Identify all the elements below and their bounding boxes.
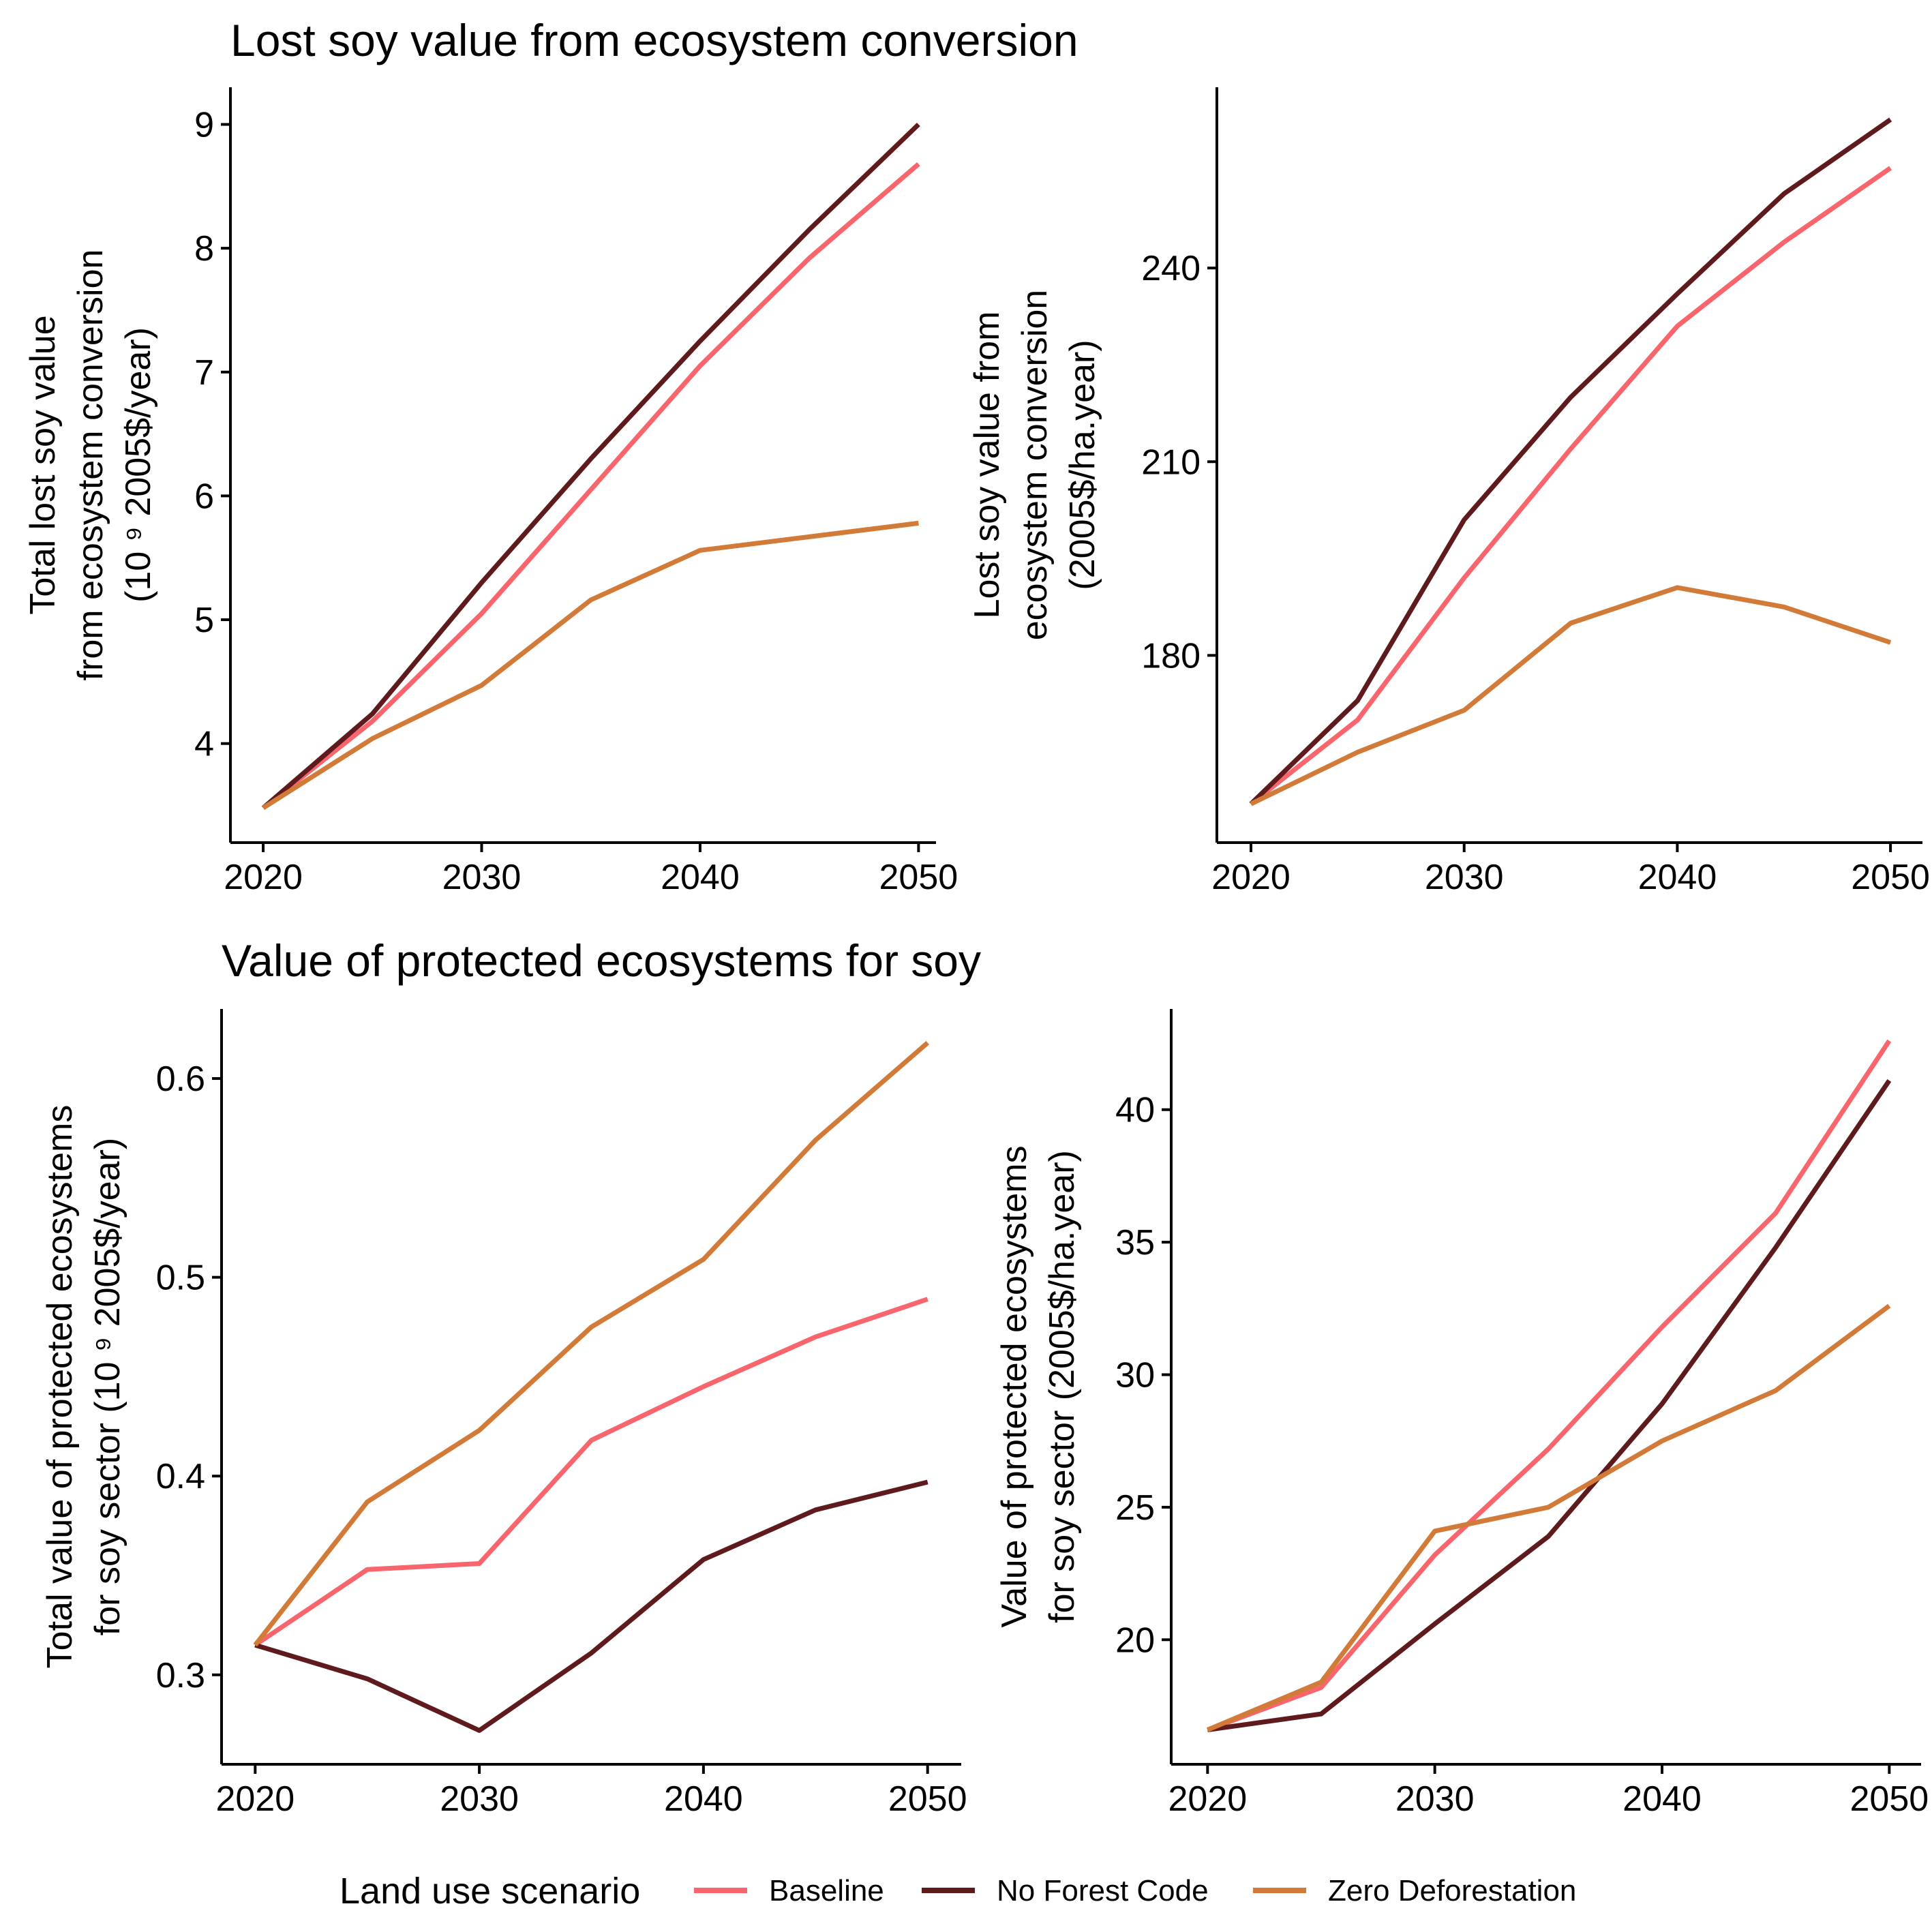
y-tick-label: 180 (1141, 636, 1201, 676)
y-tick-label: 40 (1115, 1091, 1155, 1130)
y-tick-label: 0.4 (156, 1457, 205, 1496)
y-tick-label: 4 (194, 725, 214, 764)
y-tick-label: 9 (194, 105, 214, 145)
series-line-no-forest-code (254, 1479, 929, 1733)
series-line-baseline (254, 1297, 929, 1648)
y-tick-label: 8 (194, 229, 214, 269)
y-tick-label: 25 (1115, 1488, 1155, 1528)
legend: Land use scenario Baseline No Forest Code… (339, 1871, 1576, 1912)
y-axis-title-line: Value of protected ecosystems (995, 1145, 1034, 1627)
y-tick-label: 5 (194, 601, 214, 640)
y-tick-label: 35 (1115, 1223, 1155, 1263)
x-tick-label: 2040 (1638, 858, 1717, 897)
series-line-no-forest-code (261, 122, 920, 810)
y-axis-title-line: (2005$/ha.year) (1063, 339, 1102, 590)
x-tick-label: 2030 (1425, 858, 1504, 897)
x-tick-label: 2020 (215, 1779, 295, 1819)
series-line-baseline (1249, 166, 1892, 806)
y-axis-title-line: (10 ⁹ 2005$/year) (119, 327, 158, 603)
x-tick-label: 2030 (440, 1779, 519, 1819)
y-tick-label: 0.3 (156, 1656, 205, 1695)
series-line-no-forest-code (1207, 1079, 1892, 1732)
x-tick-label: 2040 (664, 1779, 743, 1819)
y-tick-label: 7 (194, 353, 214, 393)
panel-total-lost-value: 2020 2030 2040 2050 4 5 6 7 8 9 Total lost soy val… (23, 87, 958, 897)
x-tick-label: 2030 (1395, 1779, 1475, 1819)
x-tick-label: 2050 (1850, 1779, 1929, 1819)
series-line-zero-deforestation (262, 520, 919, 811)
y-tick-label: 20 (1115, 1620, 1155, 1660)
y-axis-title-line: from ecosystem conversion (71, 250, 110, 681)
x-tick-label: 2020 (1211, 858, 1290, 897)
series-line-zero-deforestation (1250, 585, 1892, 806)
y-tick-label: 30 (1115, 1356, 1155, 1395)
title-lost-soy-value: Lost soy value from ecosystem conversion (230, 15, 1078, 65)
panel-total-protected-value: 2020 2030 2040 2050 0.3 0.4 0.5 0.6 Total value … (40, 1009, 967, 1819)
x-tick-label: 2020 (1168, 1779, 1247, 1819)
x-tick-label: 2050 (1851, 858, 1930, 897)
y-axis-title-line: Total lost soy value (23, 315, 63, 614)
y-tick-label: 0.5 (156, 1258, 205, 1298)
y-axis-title-line: Lost soy value from (967, 312, 1007, 619)
series-line-no-forest-code (1249, 117, 1892, 806)
x-tick-label: 2040 (661, 858, 740, 897)
series-line-baseline (1207, 1039, 1892, 1732)
x-tick-label: 2030 (442, 858, 522, 897)
x-tick-label: 2050 (888, 1779, 967, 1819)
y-tick-label: 6 (194, 477, 214, 516)
x-tick-label: 2040 (1622, 1779, 1702, 1819)
y-tick-label: 210 (1141, 442, 1201, 482)
legend-title: Land use scenario (339, 1871, 640, 1912)
series-line-zero-deforestation (1206, 1303, 1891, 1732)
series-line-baseline (261, 162, 920, 810)
legend-label: Zero Deforestation (1328, 1874, 1576, 1907)
panel-lost-value-per-ha: 2020 2030 2040 2050 180 210 240 Lost soy value … (967, 87, 1930, 897)
y-axis-title-line: Total value of protected ecosystems (40, 1105, 80, 1669)
legend-label: No Forest Code (997, 1874, 1209, 1907)
y-axis-title-line: for soy sector (2005$/ha.year) (1042, 1150, 1082, 1623)
panel-protected-value-per-ha: 2020 2030 2040 2050 20 25 30 35 40 Value of prote… (995, 1009, 1929, 1819)
y-tick-label: 0.6 (156, 1059, 205, 1099)
x-tick-label: 2020 (224, 858, 303, 897)
series-line-zero-deforestation (253, 1040, 929, 1647)
title-protected-ecosystems: Value of protected ecosystems for soy (222, 935, 981, 986)
legend-label: Baseline (769, 1874, 884, 1907)
y-tick-label: 240 (1141, 249, 1201, 288)
y-axis-title-line: ecosystem conversion (1015, 290, 1055, 640)
y-axis-title-line: for soy sector (10 ⁹ 2005$/year) (88, 1138, 127, 1635)
x-tick-label: 2050 (879, 858, 959, 897)
